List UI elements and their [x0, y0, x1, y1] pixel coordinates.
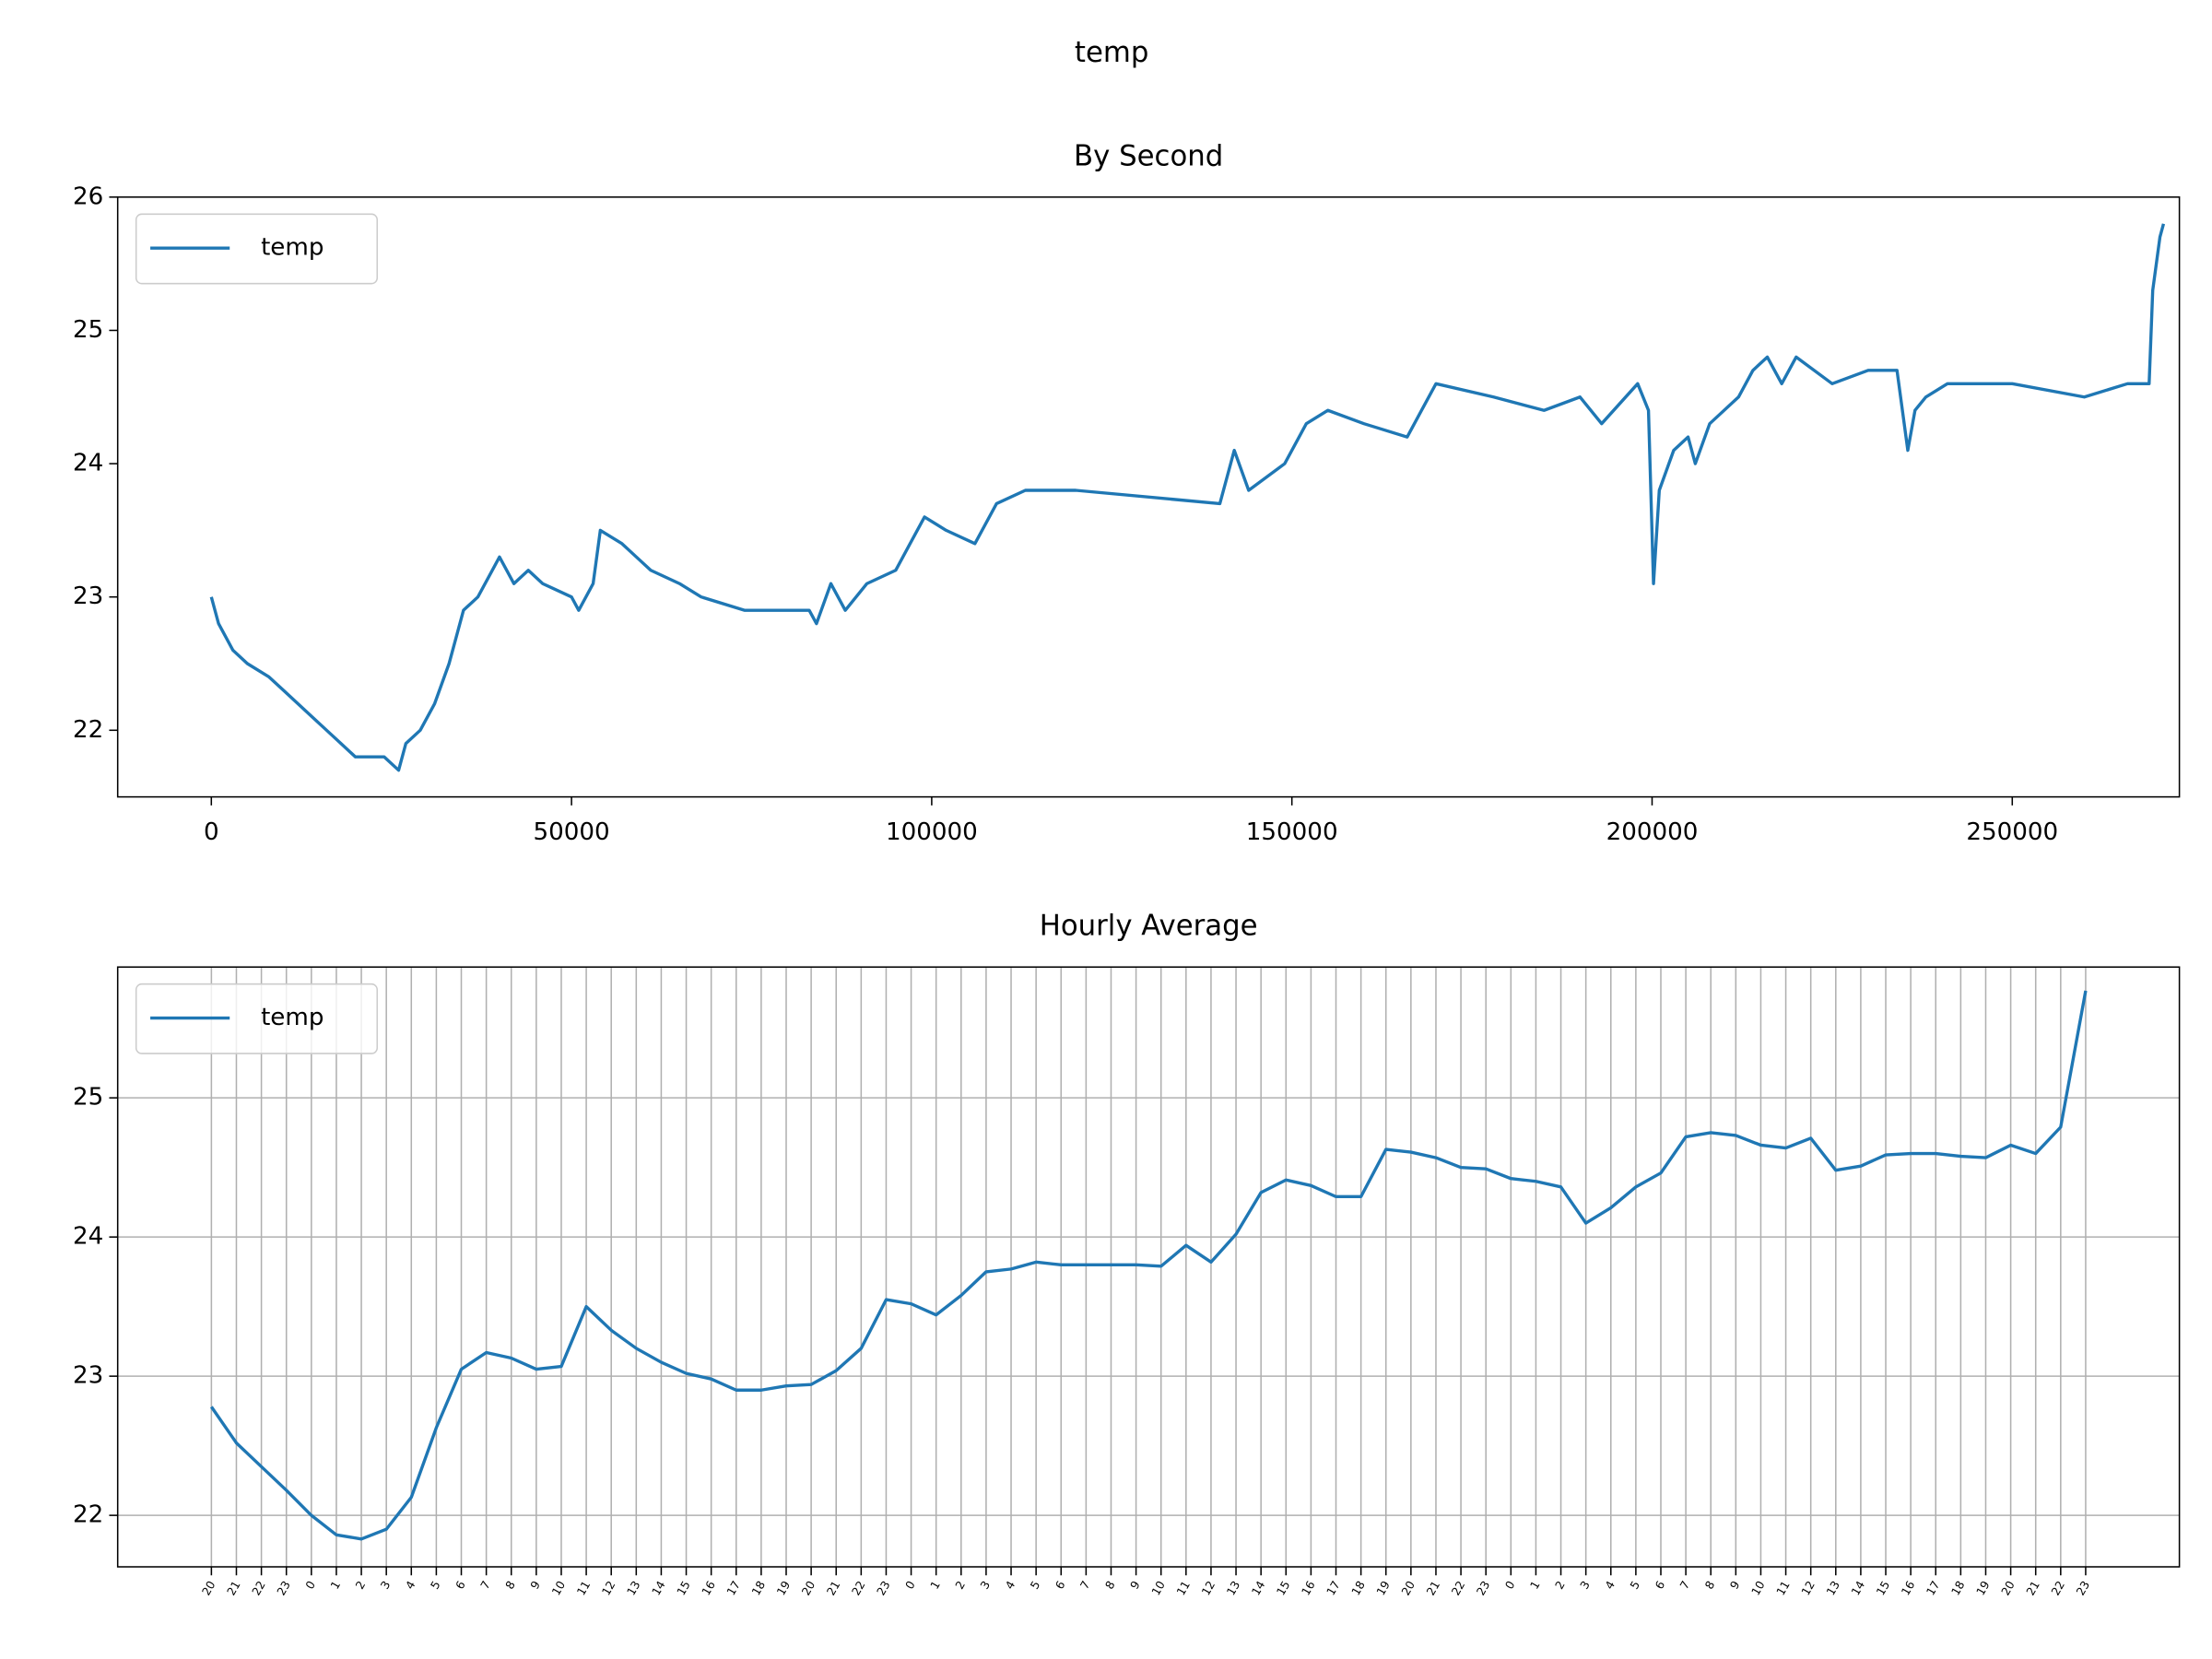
x-tick-label: 13: [1824, 1579, 1842, 1598]
y-tick-label: 25: [73, 316, 103, 344]
x-tick-label: 18: [1949, 1579, 1968, 1598]
legend-box: [135, 982, 378, 1054]
x-tick-label: 21: [225, 1579, 243, 1598]
x-tick-label: 13: [625, 1579, 643, 1598]
x-tick-label: 23: [875, 1579, 893, 1598]
legend: temp: [135, 982, 378, 1054]
x-tick-label: 21: [2024, 1579, 2042, 1598]
x-tick-label: 15: [675, 1579, 693, 1598]
subplot-title: By Second: [1074, 139, 1223, 172]
x-tick-label: 19: [774, 1579, 793, 1598]
x-tick-label: 22: [250, 1579, 268, 1598]
x-tick-label: 17: [1924, 1579, 1943, 1598]
plot-frame: [116, 966, 2181, 1568]
x-tick-label: 19: [1374, 1579, 1393, 1598]
x-tick-label: 11: [1774, 1579, 1793, 1598]
data-line: [209, 223, 2166, 772]
x-tick-label: 15: [1874, 1579, 1892, 1598]
x-tick-label: 14: [1849, 1579, 1867, 1598]
x-tick-label: 11: [574, 1579, 593, 1598]
x-tick-label: 22: [1449, 1579, 1467, 1598]
y-tick-label: 23: [73, 1362, 103, 1390]
x-tick-label: 18: [1349, 1579, 1368, 1598]
y-tick-label: 24: [73, 1223, 103, 1251]
x-tick-label: 150000: [1246, 818, 1338, 846]
x-tick-label: 200000: [1606, 818, 1699, 846]
x-tick-label: 10: [549, 1579, 568, 1598]
x-tick-label: 17: [724, 1579, 743, 1598]
x-tick-label: 17: [1324, 1579, 1343, 1598]
x-tick-label: 20: [799, 1579, 818, 1598]
x-tick-label: 20: [200, 1579, 218, 1598]
figure-title: temp: [1075, 36, 1148, 69]
y-tick-label: 26: [73, 182, 103, 210]
x-tick-label: 16: [1300, 1579, 1318, 1598]
x-tick-label: 23: [2074, 1579, 2092, 1598]
x-tick-label: 21: [824, 1579, 842, 1598]
x-tick-label: 22: [2049, 1579, 2067, 1598]
x-tick-label: 20: [1399, 1579, 1418, 1598]
subplot-title: Hourly Average: [1040, 910, 1258, 943]
y-tick-label: 24: [73, 450, 103, 477]
y-tick-label: 22: [73, 716, 103, 744]
x-tick-label: 19: [1974, 1579, 1993, 1598]
x-tick-label: 10: [1749, 1579, 1768, 1598]
x-tick-label: 23: [275, 1579, 293, 1598]
y-tick-label: 22: [73, 1501, 103, 1529]
x-tick-label: 50000: [534, 818, 610, 846]
x-tick-label: 16: [1899, 1579, 1917, 1598]
x-tick-label: 14: [1249, 1579, 1267, 1598]
x-tick-label: 12: [1799, 1579, 1818, 1598]
x-tick-label: 18: [749, 1579, 768, 1598]
y-tick-label: 25: [73, 1084, 103, 1112]
x-tick-label: 12: [1199, 1579, 1218, 1598]
x-tick-label: 0: [204, 818, 219, 846]
x-tick-label: 13: [1224, 1579, 1242, 1598]
legend-label: temp: [261, 234, 324, 262]
x-tick-label: 22: [850, 1579, 868, 1598]
data-line: [209, 990, 2088, 1541]
x-tick-label: 23: [1474, 1579, 1492, 1598]
x-tick-label: 14: [650, 1579, 668, 1598]
y-tick-label: 23: [73, 582, 103, 610]
x-tick-label: 12: [599, 1579, 618, 1598]
x-tick-label: 15: [1275, 1579, 1293, 1598]
x-tick-label: 100000: [886, 818, 978, 846]
legend-box: [135, 213, 378, 285]
x-tick-label: 16: [700, 1579, 718, 1598]
x-tick-label: 21: [1424, 1579, 1442, 1598]
x-tick-label: 10: [1149, 1579, 1168, 1598]
plot-frame: [116, 196, 2181, 798]
x-tick-label: 250000: [1966, 818, 2058, 846]
x-tick-label: 20: [1999, 1579, 2018, 1598]
x-tick-label: 11: [1174, 1579, 1193, 1598]
legend-label: temp: [261, 1004, 324, 1031]
legend: temp: [135, 213, 378, 285]
